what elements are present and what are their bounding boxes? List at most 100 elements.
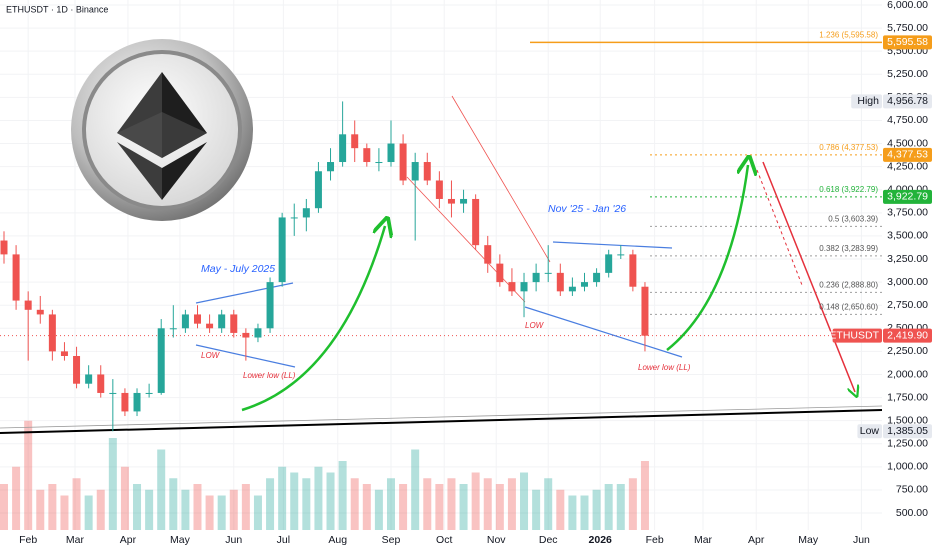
volume-bar <box>217 495 226 530</box>
candle-body <box>568 286 576 292</box>
y-tick-label: 4,250.00 <box>887 160 928 172</box>
candle-body <box>605 254 613 273</box>
y-tick-label: 1,750.00 <box>887 391 928 403</box>
annotation: Lower low (LL) <box>243 371 296 380</box>
x-tick-label: Sep <box>382 534 401 546</box>
volume-bar <box>507 478 516 530</box>
volume-bar <box>205 495 214 530</box>
volume-bar <box>568 495 577 530</box>
volume-bar <box>181 489 190 530</box>
volume-bar <box>72 478 81 530</box>
drawings <box>0 39 883 434</box>
candle-body <box>387 143 395 163</box>
candle-body <box>48 314 56 352</box>
volume-bar <box>96 489 105 530</box>
x-tick-label: Mar <box>694 534 713 546</box>
volume-bar <box>145 489 154 530</box>
annotation: Lower low (LL) <box>638 363 691 372</box>
y-tick-label: 1,250.00 <box>887 438 928 450</box>
x-tick-label: Feb <box>646 534 664 546</box>
candle-body <box>266 282 274 329</box>
price-tag <box>883 424 932 439</box>
y-tick-label: 2,750.00 <box>887 299 928 311</box>
down-arrow <box>762 161 855 392</box>
tag-name: Low <box>860 425 880 437</box>
plot <box>0 101 649 432</box>
volume-bar <box>133 484 142 530</box>
price-tag-label: 5,595.58 <box>887 36 928 48</box>
volume-bar <box>374 489 383 530</box>
x-tick-label: Apr <box>748 534 765 546</box>
candle-body <box>206 323 214 329</box>
y-tick-label: 4,500.00 <box>887 137 928 149</box>
volume-bar <box>556 489 565 530</box>
volume-bar <box>580 495 589 530</box>
fib-label: 0.5 (3,603.39) <box>828 214 878 223</box>
y-tick-label: 6,000.00 <box>887 0 928 11</box>
candle-body <box>12 254 20 301</box>
candle-body <box>580 282 588 287</box>
candle-body <box>496 263 504 283</box>
volume-bar <box>108 438 117 530</box>
candle-body <box>556 272 564 292</box>
y-tick-label: 2,000.00 <box>887 368 928 380</box>
volume-bar <box>447 478 456 530</box>
fib-label: 0.148 (2,650.60) <box>819 302 878 311</box>
candle-body <box>73 355 81 384</box>
volume-bar <box>459 484 468 530</box>
down-channel <box>406 176 526 303</box>
volume-bar <box>120 466 129 530</box>
candle-body <box>532 272 540 283</box>
volume-bar <box>411 449 420 530</box>
y-tick-label: 500.00 <box>896 507 928 519</box>
candle-body <box>0 240 8 255</box>
candle-body <box>85 374 93 384</box>
candle-body <box>290 217 298 219</box>
logo <box>162 142 207 200</box>
price-tag-label: 3,922.79 <box>887 191 928 203</box>
candle-body <box>327 162 335 172</box>
candle-body <box>109 392 117 394</box>
price-tag-label: 1,385.05 <box>887 425 928 437</box>
volume-bar <box>640 461 649 530</box>
y-tick-label: 3,000.00 <box>887 276 928 288</box>
x-tick-label: Mar <box>66 534 85 546</box>
volume-bar <box>193 484 202 530</box>
candle-body <box>399 143 407 181</box>
candle-body <box>508 282 516 292</box>
up-arrow <box>241 226 385 412</box>
candle-body <box>460 198 468 204</box>
y-tick-label: 1,500.00 <box>887 414 928 426</box>
tag-name-box <box>832 328 882 343</box>
volume-bar <box>520 472 529 530</box>
y-tick-label: 2,250.00 <box>887 345 928 357</box>
annotation: May - July 2025 <box>201 263 275 275</box>
candle-body <box>629 254 637 287</box>
volume-bar <box>48 484 57 530</box>
support-line <box>0 409 883 434</box>
volume-bar <box>229 489 238 530</box>
logo <box>117 142 162 200</box>
candle-body <box>435 180 443 199</box>
candle-body <box>447 198 455 204</box>
price-tag <box>883 147 932 162</box>
candle-body <box>544 272 552 274</box>
candle-body <box>302 208 310 218</box>
volume-bar <box>169 478 178 530</box>
candle-body <box>278 217 286 283</box>
volume-bar <box>241 484 250 530</box>
y-tick-label: 4,750.00 <box>887 114 928 126</box>
volume-bar <box>314 466 323 530</box>
volume-bar <box>302 478 311 530</box>
down-channel <box>451 95 551 263</box>
x-tick-label: Aug <box>328 534 347 546</box>
annotation: LOW <box>525 321 545 330</box>
volume-bar <box>266 478 275 530</box>
volume-bar <box>0 484 8 530</box>
fib-label: 1.236 (5,595.58) <box>819 30 878 39</box>
volume-bar <box>628 478 637 530</box>
volume-bar <box>399 484 408 530</box>
price-tag <box>883 189 932 204</box>
x-tick-label: May <box>798 534 819 546</box>
